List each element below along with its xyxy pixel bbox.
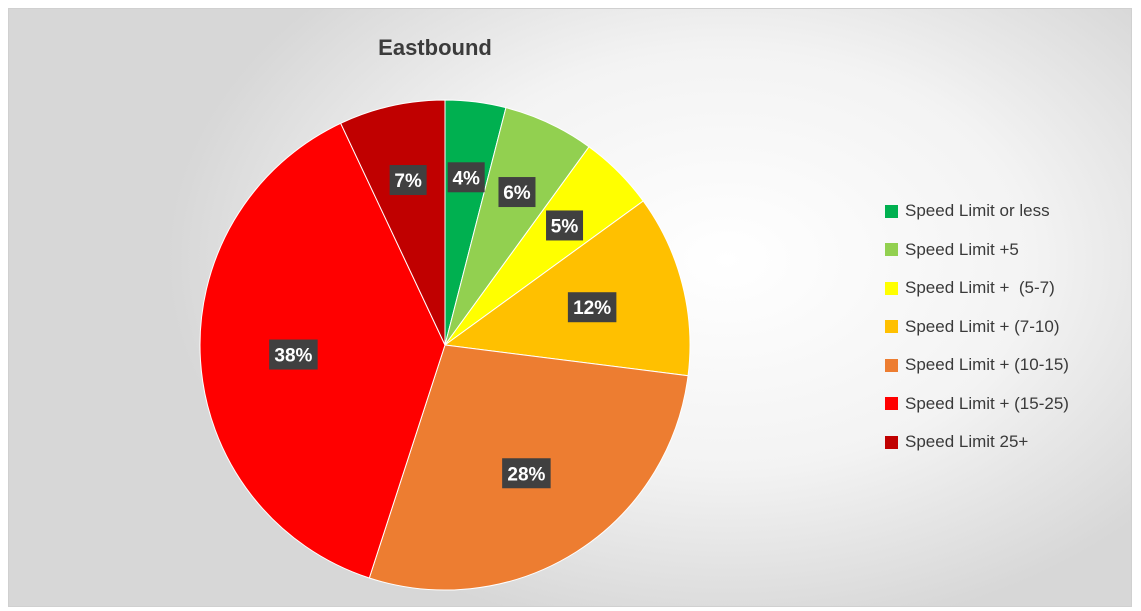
- legend-item: Speed Limit + (15-25): [885, 385, 1069, 424]
- pie-slice-7: [340, 99, 446, 346]
- data-label-7: 7%: [394, 171, 422, 192]
- data-label-2: 6%: [503, 183, 531, 204]
- data-label-box-7: [389, 165, 427, 196]
- data-label-3: 5%: [551, 216, 579, 237]
- legend-label: Speed Limit + (15-25): [905, 393, 1069, 413]
- legend-item: Speed Limit +5: [885, 231, 1069, 270]
- data-label-box-6: [269, 339, 318, 370]
- data-label-4: 12%: [573, 298, 611, 319]
- legend-label: Speed Limit + (7-10): [905, 316, 1060, 336]
- legend-label: Speed Limit or less: [905, 201, 1050, 221]
- legend-item: Speed Limit + (10-15): [885, 346, 1069, 385]
- data-label-1: 4%: [452, 168, 480, 189]
- data-label-box-4: [567, 292, 617, 323]
- legend-item: Speed Limit + (7-10): [885, 308, 1069, 347]
- legend: Speed Limit or less Speed Limit +5 Speed L…: [885, 192, 1069, 462]
- legend-label: Speed Limit + (10-15): [905, 355, 1069, 375]
- data-label-5: 28%: [507, 464, 545, 485]
- pie-slice-6: [199, 122, 446, 579]
- legend-swatch: [885, 204, 898, 218]
- legend-item: Speed Limit 25+: [885, 423, 1069, 462]
- legend-swatch: [885, 243, 898, 257]
- legend-label: Speed Limit 25+: [905, 432, 1029, 452]
- data-label-box-2: [498, 177, 536, 208]
- legend-swatch: [885, 320, 898, 334]
- legend-label: Speed Limit +5: [905, 239, 1019, 259]
- data-label-6: 38%: [274, 346, 312, 367]
- chart-title: Eastbound: [378, 35, 492, 60]
- legend-item: Speed Limit + (5-7): [885, 269, 1069, 308]
- data-label-box-5: [502, 458, 551, 489]
- data-label-box-3: [546, 210, 584, 241]
- legend-swatch: [885, 358, 898, 372]
- legend-swatch: [885, 281, 898, 295]
- legend-item: Speed Limit or less: [885, 192, 1069, 231]
- data-label-box-1: [447, 162, 485, 193]
- pie-slice-4: [443, 200, 691, 377]
- legend-swatch: [885, 397, 898, 411]
- legend-swatch: [885, 435, 898, 449]
- legend-label: Speed Limit + (5-7): [905, 278, 1055, 298]
